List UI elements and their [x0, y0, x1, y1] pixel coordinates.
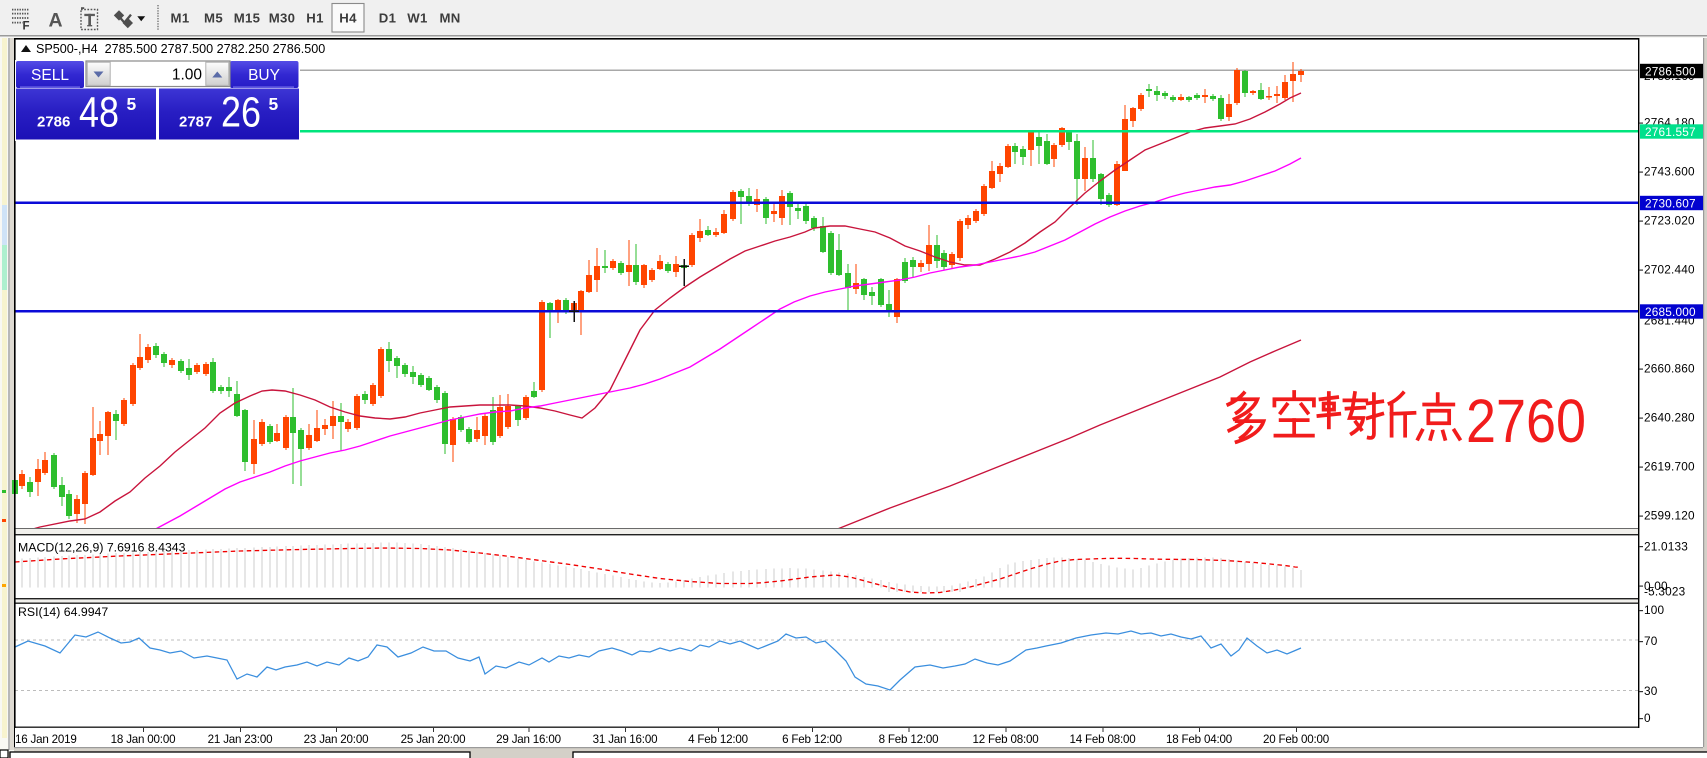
svg-text:31 Jan 16:00: 31 Jan 16:00 [593, 733, 658, 746]
svg-text:2760: 2760 [1466, 387, 1586, 455]
svg-text:2730.607: 2730.607 [1645, 196, 1696, 210]
svg-text:2640.280: 2640.280 [1644, 411, 1695, 425]
svg-text:2786: 2786 [37, 114, 70, 131]
svg-text:2761.557: 2761.557 [1645, 125, 1696, 139]
svg-text:4 Feb 12:00: 4 Feb 12:00 [688, 733, 748, 746]
svg-text:29 Jan 16:00: 29 Jan 16:00 [496, 733, 561, 746]
svg-text:M5: M5 [204, 11, 223, 26]
svg-text:W1: W1 [407, 11, 427, 26]
svg-text:100: 100 [1644, 603, 1665, 617]
svg-text:0.00: 0.00 [1644, 579, 1668, 593]
svg-text:14 Feb 08:00: 14 Feb 08:00 [1070, 733, 1136, 746]
svg-text:21.0133: 21.0133 [1644, 540, 1688, 554]
svg-text:BUY: BUY [248, 67, 280, 84]
svg-text:2786.500: 2786.500 [1645, 64, 1696, 78]
svg-text:2685.000: 2685.000 [1645, 305, 1696, 319]
svg-text:A: A [49, 10, 63, 32]
svg-text:8 Feb 12:00: 8 Feb 12:00 [879, 733, 939, 746]
svg-text:12 Feb 08:00: 12 Feb 08:00 [973, 733, 1039, 746]
svg-text:2619.700: 2619.700 [1644, 460, 1695, 474]
svg-text:0: 0 [1644, 711, 1651, 725]
svg-text:SELL: SELL [31, 67, 69, 84]
svg-text:18 Feb 04:00: 18 Feb 04:00 [1166, 733, 1232, 746]
svg-text:26: 26 [221, 89, 261, 137]
svg-text:2599.120: 2599.120 [1644, 509, 1695, 523]
svg-text:F: F [23, 21, 30, 33]
svg-text:70: 70 [1644, 634, 1658, 648]
svg-text:25 Jan 20:00: 25 Jan 20:00 [401, 733, 466, 746]
svg-text:48: 48 [79, 89, 119, 137]
svg-text:2787: 2787 [179, 114, 212, 131]
svg-text:30: 30 [1644, 684, 1658, 698]
svg-text:5: 5 [269, 94, 279, 114]
svg-text:5: 5 [127, 94, 137, 114]
svg-text:M1: M1 [171, 11, 190, 26]
svg-text:2660.860: 2660.860 [1644, 362, 1695, 376]
svg-text:6 Feb 12:00: 6 Feb 12:00 [782, 733, 842, 746]
svg-text:1.00: 1.00 [172, 67, 203, 84]
svg-text:21 Jan 23:00: 21 Jan 23:00 [208, 733, 273, 746]
svg-text:H1: H1 [306, 11, 323, 26]
svg-text:2723.020: 2723.020 [1644, 214, 1695, 228]
svg-text:M30: M30 [269, 11, 296, 26]
svg-text:M15: M15 [234, 11, 261, 26]
svg-text:16 Jan 2019: 16 Jan 2019 [15, 733, 77, 746]
svg-text:20 Feb 00:00: 20 Feb 00:00 [1263, 733, 1329, 746]
svg-text:RSI(14) 64.9947: RSI(14) 64.9947 [18, 605, 108, 619]
svg-text:-5.3023: -5.3023 [1644, 585, 1686, 599]
svg-text:MN: MN [439, 11, 460, 26]
svg-text:H4: H4 [339, 11, 357, 26]
svg-text:2702.440: 2702.440 [1644, 263, 1695, 277]
svg-text:SP500-,H4 2785.500 2787.500 2: SP500-,H4 2785.500 2787.500 2782.250 278… [36, 42, 325, 56]
svg-text:2743.600: 2743.600 [1644, 165, 1695, 179]
svg-text:18 Jan 00:00: 18 Jan 00:00 [111, 733, 176, 746]
svg-text:D1: D1 [379, 11, 396, 26]
svg-text:MACD(12,26,9) 7.6916 8.4343: MACD(12,26,9) 7.6916 8.4343 [18, 541, 186, 555]
svg-text:23 Jan 20:00: 23 Jan 20:00 [304, 733, 369, 746]
